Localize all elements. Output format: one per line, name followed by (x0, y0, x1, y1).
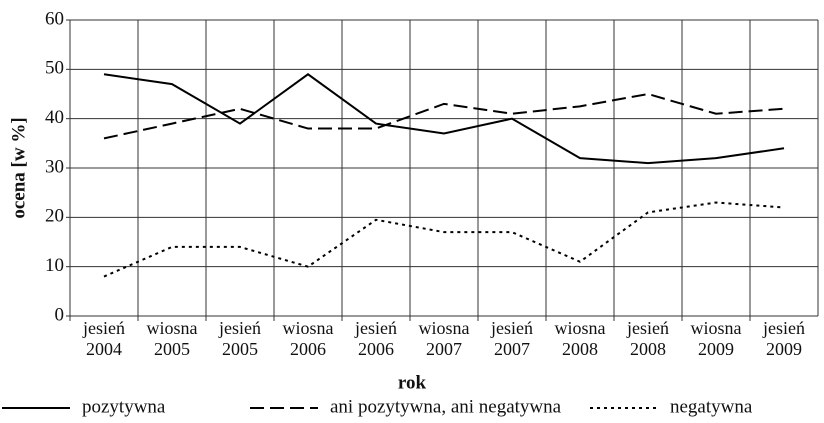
y-tick-label: 50 (45, 58, 64, 79)
legend-label: ani pozytywna, ani negatywna (330, 396, 562, 417)
x-tick-label: wiosna 2008 (554, 318, 606, 359)
x-tick-label: jesień 2004 (83, 318, 125, 359)
x-tick-label: wiosna 2009 (690, 318, 742, 359)
x-tick-label: jesień 2007 (491, 318, 533, 359)
x-axis-title: rok (398, 372, 427, 393)
x-tick-label: wiosna 2006 (282, 318, 334, 359)
y-tick-label: 0 (55, 304, 65, 325)
x-tick-label: jesień 2009 (763, 318, 805, 359)
line-series (103, 201, 785, 278)
legend-label: negatywna (670, 396, 753, 417)
x-tick-label: wiosna 2007 (418, 318, 470, 359)
y-tick-label: 40 (45, 107, 64, 128)
x-tick-label: jesień 2005 (219, 318, 261, 359)
legend-label: pozytywna (82, 396, 166, 417)
x-tick-label: wiosna 2005 (146, 318, 198, 359)
y-tick-label: 20 (45, 206, 64, 227)
y-axis-title: ocena [w %] (8, 117, 29, 218)
line-series (103, 73, 785, 165)
y-tick-label: 30 (45, 156, 64, 177)
y-tick-label: 60 (45, 8, 64, 29)
x-tick-label: jesień 2006 (355, 318, 397, 359)
y-tick-label: 10 (45, 255, 64, 276)
line-series (103, 92, 785, 140)
x-tick-label: jesień 2008 (627, 318, 669, 359)
